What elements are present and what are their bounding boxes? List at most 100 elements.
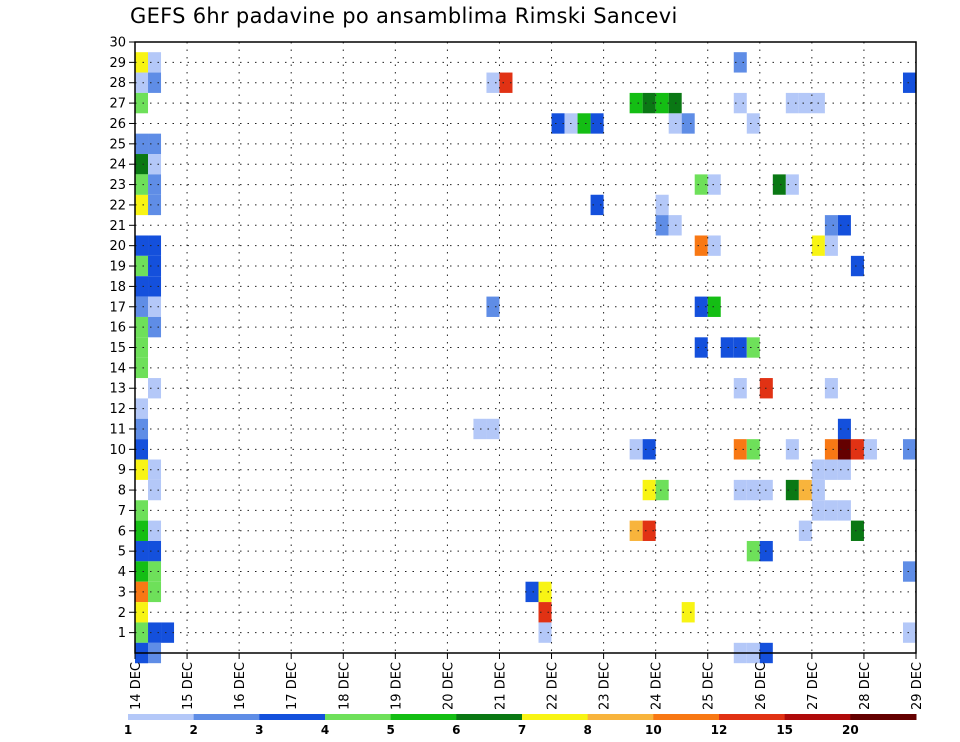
colorbar-label: 20	[842, 723, 859, 737]
heatmap-cell	[837, 500, 851, 521]
heatmap-cell	[837, 418, 851, 440]
heatmap-cell	[642, 479, 656, 501]
heatmap-cell	[707, 174, 721, 195]
heatmap-cell	[785, 439, 799, 460]
heatmap-cell	[148, 174, 162, 195]
heatmap-cell	[135, 418, 149, 440]
y-tick-label: 9	[118, 463, 126, 478]
colorbar-label: 12	[711, 723, 728, 737]
y-tick-label: 6	[118, 524, 126, 539]
heatmap-cell	[655, 194, 669, 216]
y-tick-label: 5	[118, 545, 126, 560]
y-tick-label: 15	[109, 341, 126, 356]
x-tick-label: 26 DEC	[754, 662, 769, 710]
heatmap-cell	[148, 235, 162, 256]
heatmap-cell	[538, 602, 552, 623]
heatmap-cell	[733, 439, 747, 460]
heatmap-cell	[824, 439, 838, 460]
x-tick-label: 18 DEC	[337, 662, 352, 710]
heatmap-cell	[655, 479, 669, 501]
heatmap-cell	[733, 52, 747, 73]
y-tick-label: 13	[109, 382, 126, 397]
heatmap-cell	[135, 154, 149, 175]
y-tick-label: 14	[109, 361, 126, 376]
heatmap-cell	[785, 92, 799, 114]
x-tick-label: 28 DEC	[858, 662, 873, 710]
heatmap-cell	[824, 235, 838, 256]
heatmap-cell	[135, 276, 149, 297]
y-tick-label: 23	[109, 178, 126, 193]
heatmap-cell	[824, 459, 838, 480]
heatmap-cell	[733, 337, 747, 358]
heatmap-cell	[798, 92, 812, 114]
heatmap-cell	[486, 418, 500, 440]
heatmap-cell	[733, 92, 747, 114]
heatmap-cell	[135, 52, 149, 73]
heatmap-cell	[538, 581, 552, 603]
colorbar-label: 7	[518, 723, 526, 737]
colorbar-swatch	[259, 714, 326, 720]
heatmap-cell	[148, 194, 162, 216]
heatmap-cell	[148, 561, 162, 582]
heatmap-cell	[629, 439, 643, 460]
heatmap-cell	[148, 133, 162, 155]
heatmap-cell	[135, 174, 149, 195]
heatmap-cell	[148, 540, 162, 562]
heatmap-cell	[135, 581, 149, 603]
colorbar-swatch	[784, 714, 851, 720]
y-tick-label: 19	[109, 260, 126, 275]
heatmap-cell	[148, 296, 162, 317]
y-tick-label: 10	[109, 443, 126, 458]
heatmap-cell	[629, 92, 643, 114]
y-tick-label: 12	[109, 402, 126, 417]
heatmap-cell	[772, 174, 786, 195]
heatmap-cell	[148, 581, 162, 603]
heatmap-cell	[746, 479, 760, 501]
x-tick-label: 29 DEC	[910, 662, 925, 710]
x-tick-label: 21 DEC	[493, 662, 508, 710]
heatmap-cell	[681, 113, 695, 134]
heatmap-cell	[148, 622, 162, 643]
colorbar-swatch	[456, 714, 523, 720]
y-tick-label: 16	[109, 321, 126, 336]
chart-title: GEFS 6hr padavine po ansamblima Rimski S…	[130, 4, 678, 28]
heatmap-cell	[148, 52, 162, 73]
colorbar-label: 5	[386, 723, 394, 737]
heatmap-cell	[655, 215, 669, 236]
colorbar-label: 4	[321, 723, 329, 737]
heatmap-cell	[135, 133, 149, 155]
heatmap-cell	[148, 255, 162, 277]
heatmap-cell	[655, 92, 669, 114]
heatmap-cell	[148, 316, 162, 338]
heatmap-cell	[746, 113, 760, 134]
heatmap-cell	[135, 316, 149, 338]
y-tick-label: 20	[109, 239, 126, 254]
colorbar-label: 1	[124, 723, 132, 737]
y-tick-label: 11	[109, 422, 126, 437]
heatmap-cell	[746, 337, 760, 358]
y-tick-label: 24	[109, 158, 126, 173]
y-tick-label: 29	[109, 56, 126, 71]
heatmap-cell	[837, 439, 851, 460]
y-tick-label: 3	[118, 585, 126, 600]
heatmap-cell	[733, 479, 747, 501]
heatmap-cell	[148, 378, 162, 399]
x-tick-label: 14 DEC	[129, 662, 144, 710]
heatmap-cell	[577, 113, 591, 134]
heatmap-cell	[798, 520, 812, 541]
y-tick-label: 18	[109, 280, 126, 295]
heatmap-cell	[135, 296, 149, 317]
x-axis: 14 DEC 15 DEC 16 DEC 17 DEC 18 DEC 19 DEC 20 D…	[129, 653, 925, 710]
colorbar-label: 10	[645, 723, 662, 737]
y-tick-label: 27	[109, 97, 126, 112]
heatmap-cell	[720, 337, 734, 358]
heatmap-cell	[135, 500, 149, 521]
heatmap-cell	[135, 235, 149, 256]
heatmap-cell	[135, 357, 149, 379]
heatmap-cell	[135, 72, 149, 93]
heatmap-cell	[135, 561, 149, 582]
heatmap-cell	[135, 255, 149, 277]
heatmap-cell	[486, 296, 500, 317]
heatmap-cell	[590, 113, 604, 134]
heatmap-cell	[707, 296, 721, 317]
